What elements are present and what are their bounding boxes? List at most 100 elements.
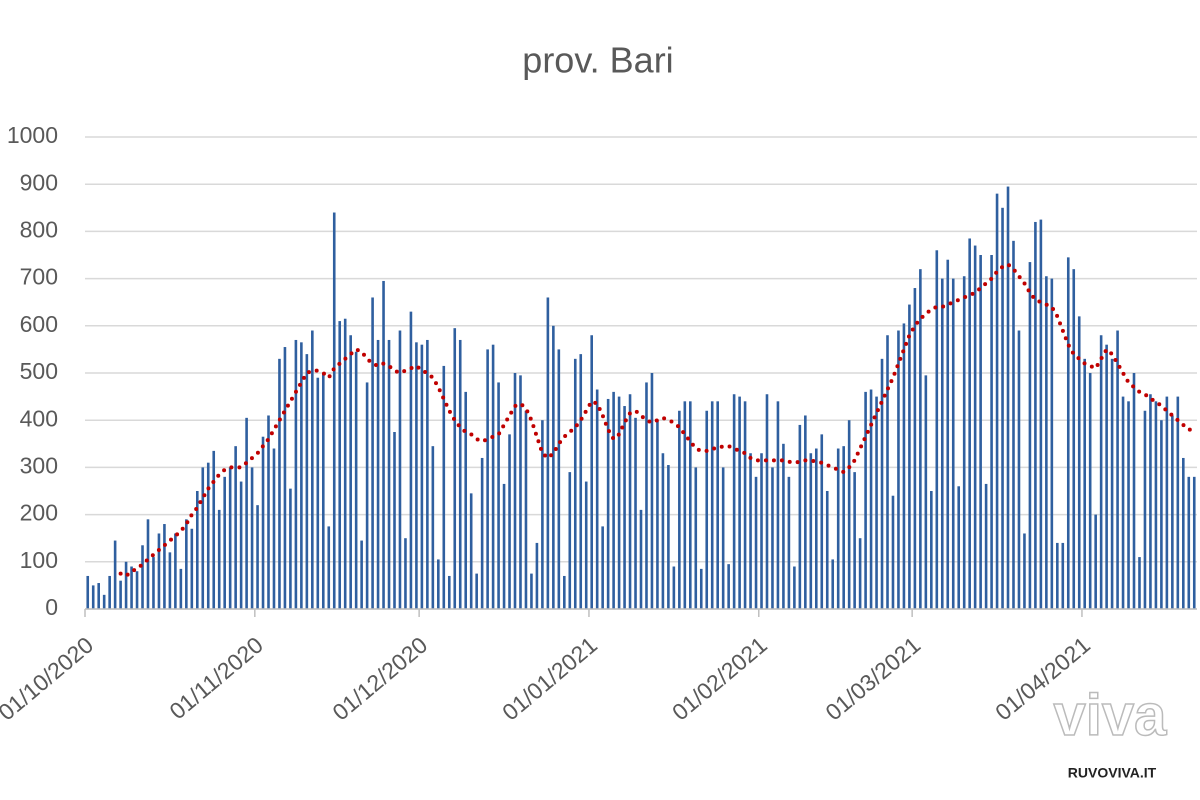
bar [1176,396,1180,609]
bar [1001,207,1004,610]
bar [689,401,692,609]
bar [316,377,320,609]
bar [130,566,133,609]
bar [141,545,144,609]
bar [497,382,500,609]
bar [645,382,648,609]
bar [239,481,243,609]
watermark-bubble [1108,656,1176,746]
bar [245,417,248,609]
bar [1072,269,1076,609]
bar [557,349,561,609]
bar [946,259,950,609]
bar [984,483,988,609]
bar [760,453,763,609]
bar [338,321,342,609]
watermark: viva RUVOVIVA.IT [1053,656,1176,784]
bar [771,467,774,609]
bar [1116,330,1119,609]
bar [1192,476,1196,609]
bar [382,280,385,609]
bar [217,509,221,609]
bar [853,472,856,609]
bar [1160,420,1163,609]
watermark-logo: viva [1054,683,1168,748]
bar [1182,457,1185,609]
bar [464,391,468,609]
bar [990,255,993,609]
bar [124,561,128,609]
bar [1061,542,1065,609]
bar [343,318,347,609]
bar [1050,278,1054,609]
bar [628,394,632,609]
bar [1028,262,1032,609]
bar [393,432,396,609]
bar [1154,401,1158,609]
bar [447,575,451,609]
bar [957,486,961,609]
bar [617,396,621,609]
bar [152,557,155,609]
bar [1143,410,1147,609]
bar [930,491,933,609]
bar [524,410,528,609]
bar [206,462,210,609]
bar [195,491,199,609]
y-tick-label: 700 [20,264,58,290]
bar [267,415,270,609]
bar [1105,344,1108,609]
bar [354,351,358,609]
bar [902,323,906,609]
bar [234,446,237,609]
bar [250,467,254,609]
bar [146,519,150,609]
bar [541,420,544,609]
bar [480,457,484,609]
y-tick-label: 1000 [7,122,58,148]
bar [738,396,741,609]
bar [119,580,122,609]
bar [793,566,796,609]
bar [223,476,226,609]
bar [228,467,232,609]
bar [661,453,665,609]
bar [321,373,325,609]
bar [842,446,845,609]
bar [831,559,835,609]
y-tick-label: 0 [45,594,58,620]
bar [108,575,111,609]
bar [420,344,424,609]
bar [1012,240,1015,609]
bar [716,401,719,609]
bar [672,566,676,609]
bar [404,538,407,609]
bar [426,339,429,609]
bar [135,571,139,609]
bar [820,434,824,609]
bar [1034,221,1037,609]
chart-title: prov. Bari [522,40,673,81]
bar [798,424,802,609]
bar [508,434,511,609]
bar [163,524,166,609]
bar [278,358,281,609]
bar [973,245,977,609]
bar [732,394,736,609]
bar [601,526,604,609]
bar [415,342,418,609]
bar [157,533,161,609]
bar [584,481,588,609]
bar [705,410,709,609]
bar [365,382,369,609]
bar [897,330,900,609]
y-tick-label: 300 [20,452,58,478]
bar [387,339,391,609]
bar [579,354,583,609]
bar [573,358,577,609]
bar [552,325,555,609]
bar [179,568,183,609]
bar [825,491,829,609]
